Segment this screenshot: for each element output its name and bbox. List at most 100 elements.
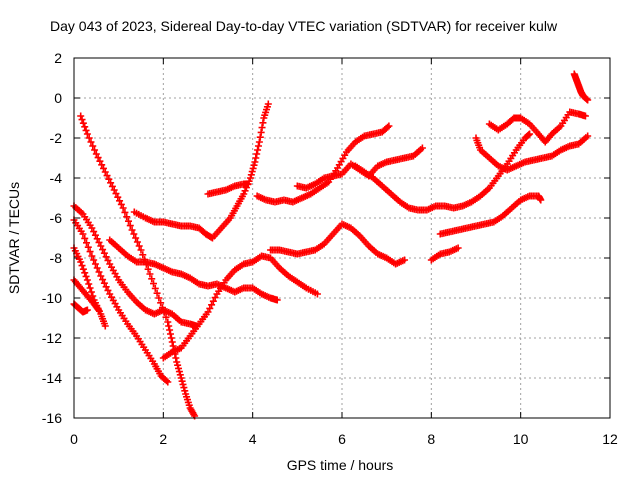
data-point <box>88 224 96 232</box>
data-point <box>78 262 86 270</box>
data-point <box>82 272 90 280</box>
y-tick-label: 2 <box>54 50 62 66</box>
data-point <box>84 243 92 251</box>
series-17 <box>485 108 589 146</box>
data-point <box>164 378 172 386</box>
data-point <box>259 119 267 127</box>
x-tick-label: 4 <box>249 431 257 447</box>
data-point <box>176 371 184 379</box>
data-point <box>401 256 409 264</box>
data-point <box>81 269 89 277</box>
data-point <box>150 280 158 288</box>
data-point <box>101 168 109 176</box>
data-point <box>132 234 140 242</box>
plot-frame <box>73 57 611 419</box>
data-point <box>126 222 134 230</box>
data-point <box>108 182 116 190</box>
data-point <box>251 158 259 166</box>
series-7 <box>130 100 272 242</box>
data-point <box>206 304 214 312</box>
data-point <box>313 290 321 298</box>
x-tick-label: 10 <box>513 431 529 447</box>
y-tick-label: 0 <box>54 90 62 106</box>
data-point <box>124 217 132 225</box>
data-point <box>107 179 115 187</box>
data-point <box>581 112 589 120</box>
data-point <box>255 138 263 146</box>
data-point <box>117 200 125 208</box>
data-point <box>167 334 175 342</box>
data-point <box>123 213 131 221</box>
data-point <box>177 374 185 382</box>
data-point <box>454 244 462 252</box>
data-point <box>139 251 147 259</box>
data-point <box>92 150 100 158</box>
data-point <box>526 130 534 138</box>
data-point <box>166 330 174 338</box>
tick-labels: 0 2 4 6 8 10 12 -16 -14 -12 -10 -8 -6 -4 -2 0 2 <box>42 50 618 447</box>
data-point <box>104 286 112 294</box>
series-8 <box>204 180 252 198</box>
data-point <box>537 196 545 204</box>
series-14 <box>427 244 462 264</box>
series-11 <box>253 122 393 206</box>
y-tick-label: -12 <box>42 330 62 346</box>
y-tick-label: -2 <box>50 130 63 146</box>
data-point <box>121 208 129 216</box>
data-point <box>258 124 266 132</box>
data-point <box>254 146 262 154</box>
data-point <box>179 380 187 388</box>
data-point <box>82 126 90 134</box>
data-point <box>93 264 101 272</box>
data-point <box>168 338 176 346</box>
data-point <box>99 246 107 254</box>
x-axis-label: GPS time / hours <box>287 457 394 473</box>
data-point <box>77 112 85 120</box>
series-5 <box>70 300 91 316</box>
data-point <box>240 190 248 198</box>
data-point <box>133 238 141 246</box>
data-point <box>211 294 219 302</box>
data-point <box>91 146 99 154</box>
data-point <box>249 164 257 172</box>
data-point <box>584 96 592 104</box>
y-tick-label: -14 <box>42 370 62 386</box>
data-point <box>104 256 112 264</box>
data-point <box>85 134 93 142</box>
data-point <box>385 122 393 130</box>
data-point <box>155 294 163 302</box>
data-point <box>418 144 426 152</box>
data-point <box>81 234 89 242</box>
data-point <box>241 187 249 195</box>
series-18 <box>570 70 592 104</box>
data-point <box>102 253 110 261</box>
data-point <box>89 142 97 150</box>
data-point <box>90 228 98 236</box>
data-point <box>78 116 86 124</box>
data-point <box>175 368 183 376</box>
data-point <box>86 284 94 292</box>
data-point <box>99 164 107 172</box>
data-point <box>164 318 172 326</box>
data-point <box>83 239 91 247</box>
data-point <box>91 260 99 268</box>
data-point <box>162 313 170 321</box>
data-point <box>86 248 94 256</box>
y-tick-label: -6 <box>50 210 63 226</box>
data-point <box>87 288 95 296</box>
data-point <box>178 377 186 385</box>
y-tick-label: -8 <box>50 250 63 266</box>
data-point <box>137 246 145 254</box>
data-point <box>99 276 107 284</box>
data-point <box>209 297 217 305</box>
series-15 <box>436 192 545 238</box>
data-point <box>96 157 104 165</box>
data-point <box>384 123 392 131</box>
data-point <box>116 197 124 205</box>
data-point <box>112 190 120 198</box>
series-4 <box>70 276 103 314</box>
x-tick-label: 8 <box>427 431 435 447</box>
y-tick-label: -4 <box>50 170 63 186</box>
data-point <box>166 326 174 334</box>
data-point <box>256 133 264 141</box>
